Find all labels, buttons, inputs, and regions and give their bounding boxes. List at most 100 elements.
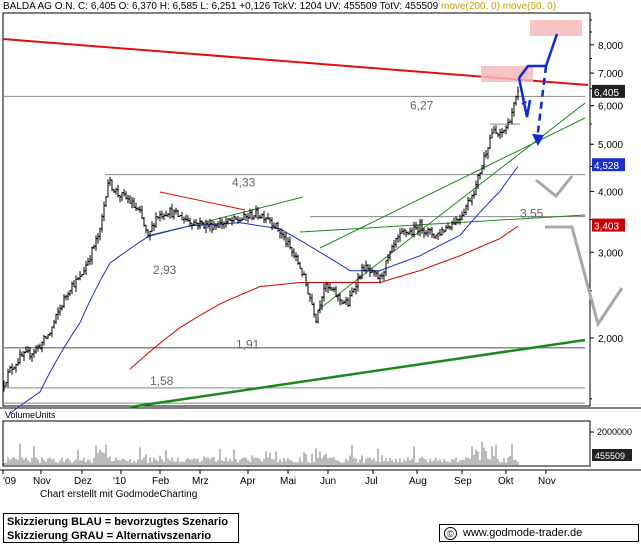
ma50-label: move(50, 0) <box>502 1 557 12</box>
price-bar <box>479 172 481 180</box>
price-bar <box>73 280 75 288</box>
x-tick-label: Jun <box>320 476 336 487</box>
price-bar <box>481 165 483 174</box>
price-bar <box>169 207 171 219</box>
price-bar <box>425 230 427 236</box>
y-tick-label: 7,000 <box>598 69 623 80</box>
price-bar <box>367 263 369 271</box>
price-bar <box>369 264 371 278</box>
price-bar <box>331 287 333 292</box>
level-label: 1,91 <box>236 338 260 352</box>
price-bar <box>467 196 469 211</box>
price-bar <box>459 214 461 225</box>
price-bar <box>293 248 295 259</box>
price-bar <box>77 276 79 281</box>
y-tick-label: 8,000 <box>598 41 623 52</box>
price-bar <box>147 229 149 238</box>
price-bar <box>171 203 173 219</box>
price-bar <box>283 232 285 241</box>
price-bar <box>269 216 271 224</box>
price-bar <box>441 227 443 236</box>
long-term-support-trend <box>129 338 586 409</box>
price-bar <box>27 346 29 354</box>
price-bar <box>3 380 5 392</box>
price-bar <box>117 184 119 198</box>
price-bar <box>85 260 87 275</box>
price-bar <box>463 208 465 217</box>
price-bar <box>431 227 433 238</box>
price-bar <box>477 173 479 189</box>
blue-scenario-dashed <box>535 65 548 141</box>
price-bar <box>485 149 487 158</box>
price-bar <box>347 297 349 308</box>
price-bar <box>389 250 391 261</box>
price-bar <box>411 227 413 237</box>
price-bar <box>267 212 269 220</box>
price-bar <box>303 271 305 276</box>
price-bar <box>39 343 41 350</box>
price-bar <box>131 196 133 209</box>
blue-arrow-head <box>532 134 544 146</box>
price-bar <box>159 210 161 222</box>
price-bar <box>301 267 303 277</box>
price-bar <box>377 270 379 280</box>
price-bar <box>193 219 195 226</box>
price-bar <box>309 293 311 302</box>
level-label: 4,33 <box>232 176 256 190</box>
price-bar <box>261 213 263 219</box>
x-tick-label: Mai <box>280 476 296 487</box>
price-bar <box>145 224 147 234</box>
price-bar <box>241 217 243 222</box>
y-tick-label: 2,000 <box>598 334 623 345</box>
price-bar <box>397 234 399 243</box>
price-bar <box>317 309 319 324</box>
price-bar <box>157 216 159 220</box>
price-bar <box>43 334 45 346</box>
legend-gray: Skizzierung GRAU = Alternativszenario <box>7 530 212 542</box>
price-bar <box>505 125 507 135</box>
price-bar <box>23 350 25 362</box>
price-bar <box>143 216 145 227</box>
volume-last-tag: 455509 <box>595 451 625 461</box>
price-bar <box>191 222 193 230</box>
site-link[interactable]: © www.godmode-trader.de <box>439 524 639 542</box>
price-bar <box>245 213 247 222</box>
price-bar <box>401 227 403 234</box>
y-tick-label: 4,000 <box>598 187 623 198</box>
flag-resistance-line <box>159 191 246 211</box>
level-label: 2,93 <box>153 263 177 277</box>
price-bar <box>15 363 17 373</box>
price-bar <box>215 223 217 230</box>
price-bar <box>189 217 191 227</box>
volume-bars <box>3 441 519 465</box>
price-bar <box>83 266 85 275</box>
price-bar <box>299 261 301 269</box>
price-bar <box>229 218 231 222</box>
price-bar <box>409 227 411 235</box>
y-tick-label: 5,000 <box>598 140 623 151</box>
price-bar <box>93 244 95 250</box>
price-bar <box>429 227 431 235</box>
last-price-tag-bg <box>592 84 625 98</box>
x-tick-label: Nov <box>538 476 556 487</box>
price-bar <box>213 221 215 230</box>
price-bar <box>149 230 151 241</box>
price-bar <box>33 349 35 358</box>
price-bar <box>177 209 179 218</box>
scenario-legend: Skizzierung BLAU = bevorzugtes Szenario … <box>3 513 239 543</box>
price-bar <box>311 293 313 306</box>
price-bar <box>9 365 11 373</box>
price-bar <box>453 217 455 225</box>
price-bar <box>321 296 323 311</box>
price-bar <box>137 206 139 211</box>
x-tick-label: Aug <box>409 476 427 487</box>
price-bar <box>7 368 9 388</box>
ma200-line <box>129 225 519 370</box>
price-bar <box>461 211 463 221</box>
price-bar <box>29 347 31 360</box>
ma200-price-tag: 3,403 <box>594 222 619 233</box>
price-bar <box>511 107 513 125</box>
price-bar <box>381 272 383 280</box>
price-bar <box>181 211 183 221</box>
price-bar <box>469 197 471 202</box>
